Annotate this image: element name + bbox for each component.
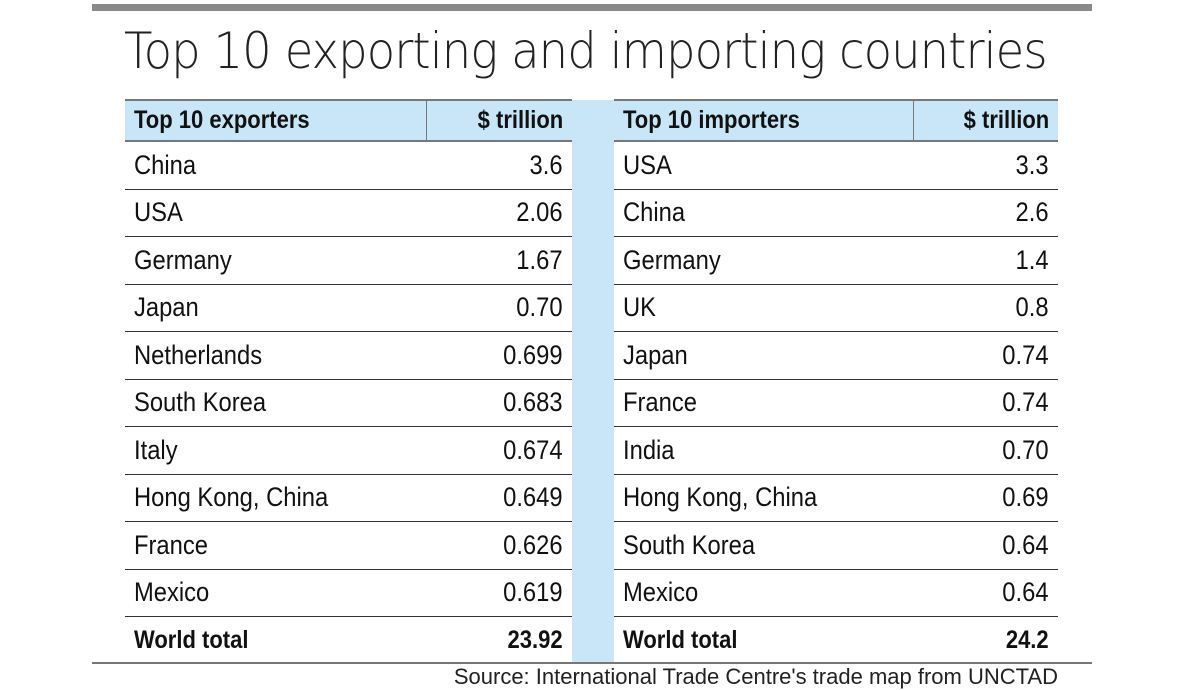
value-cell: 0.70	[913, 426, 1058, 475]
total-label: World total	[623, 625, 738, 654]
exporters-table: Top 10 exporters $ trillion China 3.6 US…	[125, 99, 572, 664]
value-cell: 0.699	[426, 331, 572, 380]
country-cell: USA	[614, 141, 913, 190]
value-cell: 0.74	[913, 331, 1058, 380]
value-cell: 1.67	[426, 236, 572, 285]
total-row: World total 23.92	[125, 617, 572, 664]
total-value: 23.92	[507, 625, 563, 654]
column-separator	[572, 100, 614, 662]
value-cell: 0.674	[426, 426, 572, 475]
value-cell: 0.619	[426, 569, 572, 617]
country-cell: UK	[614, 284, 913, 332]
country-cell: Japan	[614, 331, 913, 380]
table-row: Germany 1.67	[125, 236, 572, 285]
source-note: Source: International Trade Centre's tra…	[453, 664, 1058, 689]
value-cell: 0.69	[913, 474, 1058, 522]
country-cell: China	[125, 141, 427, 190]
country-cell: USA	[125, 189, 427, 237]
country-cell: France	[614, 379, 913, 427]
table-row: China 2.6	[614, 189, 1058, 237]
total-label: World total	[134, 625, 249, 654]
exporters-header-unit: $ trillion	[425, 99, 572, 142]
importers-header-unit: $ trillion	[912, 99, 1058, 142]
country-cell: South Korea	[614, 521, 913, 570]
country-cell: Mexico	[614, 569, 913, 617]
country-cell: South Korea	[125, 379, 427, 427]
table-row: Mexico 0.619	[125, 569, 572, 617]
table-row: USA 2.06	[125, 189, 572, 237]
value-cell: 2.06	[426, 189, 572, 237]
table-row: Italy 0.674	[125, 426, 572, 475]
table-row: Germany 1.4	[614, 236, 1058, 285]
value-cell: 3.3	[913, 141, 1058, 190]
country-cell: Hong Kong, China	[125, 474, 427, 522]
table-row: South Korea 0.64	[614, 521, 1058, 570]
value-cell: 0.64	[913, 521, 1058, 570]
value-cell: 0.683	[426, 379, 572, 427]
total-value: 24.2	[1006, 625, 1049, 654]
importers-table: Top 10 importers $ trillion USA 3.3 Chin…	[614, 99, 1058, 664]
table-row: Netherlands 0.699	[125, 331, 572, 380]
value-cell: 0.74	[913, 379, 1058, 427]
value-cell: 0.649	[426, 474, 572, 522]
table-row: France 0.74	[614, 379, 1058, 427]
table-row: China 3.6	[125, 141, 572, 190]
value-cell: 1.4	[913, 236, 1058, 285]
exporters-header-label: Top 10 exporters	[125, 99, 427, 142]
table-row: USA 3.3	[614, 141, 1058, 190]
country-cell: Japan	[125, 284, 427, 332]
page-title: Top 10 exporting and importing countries	[124, 22, 1048, 80]
total-row: World total 24.2	[614, 617, 1058, 664]
top-rule	[92, 4, 1092, 11]
country-cell: Germany	[125, 236, 427, 285]
bottom-rule	[92, 662, 1092, 664]
country-cell: Mexico	[125, 569, 427, 617]
table-row: France 0.626	[125, 521, 572, 570]
table-row: India 0.70	[614, 426, 1058, 475]
table-row: Japan 0.70	[125, 284, 572, 332]
value-cell: 2.6	[913, 189, 1058, 237]
table-row: Japan 0.74	[614, 331, 1058, 380]
country-cell: Netherlands	[125, 331, 427, 380]
table-row: Mexico 0.64	[614, 569, 1058, 617]
table-row: UK 0.8	[614, 284, 1058, 332]
value-cell: 0.70	[426, 284, 572, 332]
table-row: Hong Kong, China 0.649	[125, 474, 572, 522]
value-cell: 0.8	[913, 284, 1058, 332]
value-cell: 0.64	[913, 569, 1058, 617]
country-cell: India	[614, 426, 913, 475]
value-cell: 0.626	[426, 521, 572, 570]
importers-header-label: Top 10 importers	[614, 99, 913, 142]
table-row: Hong Kong, China 0.69	[614, 474, 1058, 522]
country-cell: Hong Kong, China	[614, 474, 913, 522]
country-cell: Germany	[614, 236, 913, 285]
value-cell: 3.6	[426, 141, 572, 190]
country-cell: France	[125, 521, 427, 570]
country-cell: China	[614, 189, 913, 237]
country-cell: Italy	[125, 426, 427, 475]
table-row: South Korea 0.683	[125, 379, 572, 427]
